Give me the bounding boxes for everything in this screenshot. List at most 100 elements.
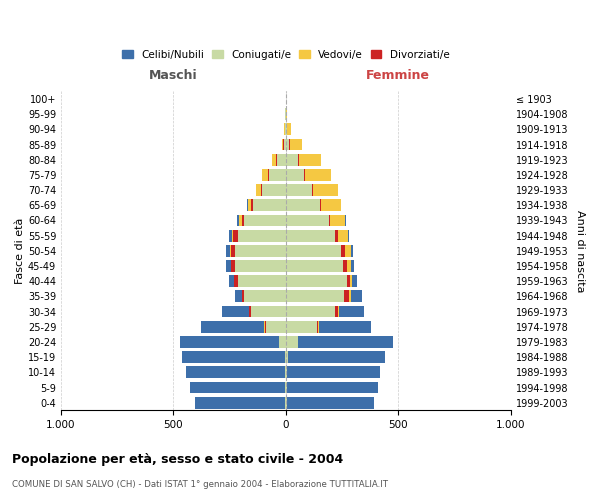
Bar <box>348 230 349 241</box>
Bar <box>277 154 286 166</box>
Bar <box>319 321 371 332</box>
Bar <box>286 382 287 394</box>
Text: Popolazione per età, sesso e stato civile - 2004: Popolazione per età, sesso e stato civil… <box>12 452 343 466</box>
Bar <box>286 230 335 241</box>
Bar <box>226 245 230 257</box>
Bar <box>285 382 286 394</box>
Bar <box>286 154 298 166</box>
Bar <box>287 397 374 408</box>
Bar <box>286 169 304 181</box>
Bar <box>299 154 322 166</box>
Bar <box>186 366 285 378</box>
Bar <box>286 124 287 136</box>
Bar <box>229 230 232 241</box>
Bar <box>286 245 341 257</box>
Bar <box>226 260 231 272</box>
Bar <box>190 382 285 394</box>
Bar <box>201 321 264 332</box>
Bar <box>238 230 286 241</box>
Bar <box>285 351 286 363</box>
Bar <box>231 245 235 257</box>
Bar <box>346 245 351 257</box>
Text: Femmine: Femmine <box>366 70 430 82</box>
Bar <box>338 306 339 318</box>
Bar <box>329 214 331 226</box>
Bar <box>285 366 286 378</box>
Bar <box>235 290 242 302</box>
Bar <box>321 200 341 211</box>
Bar <box>286 276 347 287</box>
Bar <box>276 154 277 166</box>
Bar <box>230 245 231 257</box>
Bar <box>272 154 276 166</box>
Bar <box>269 169 286 181</box>
Bar <box>237 214 239 226</box>
Bar <box>244 214 286 226</box>
Legend: Celibi/Nubili, Coniugati/e, Vedovi/e, Divorziati/e: Celibi/Nubili, Coniugati/e, Vedovi/e, Di… <box>118 46 454 64</box>
Bar <box>282 138 283 150</box>
Bar <box>284 138 286 150</box>
Bar <box>305 169 331 181</box>
Bar <box>233 230 238 241</box>
Bar <box>251 200 253 211</box>
Bar <box>288 351 385 363</box>
Bar <box>256 184 261 196</box>
Bar <box>180 336 279 348</box>
Bar <box>286 108 287 120</box>
Bar <box>195 397 285 408</box>
Bar <box>304 169 305 181</box>
Bar <box>261 184 262 196</box>
Bar <box>244 290 286 302</box>
Bar <box>286 306 335 318</box>
Bar <box>347 260 350 272</box>
Bar <box>347 276 350 287</box>
Bar <box>285 124 286 136</box>
Bar <box>298 336 392 348</box>
Bar <box>344 290 349 302</box>
Bar <box>286 366 287 378</box>
Bar <box>286 184 312 196</box>
Bar <box>266 321 286 332</box>
Bar <box>285 397 286 408</box>
Y-axis label: Fasce di età: Fasce di età <box>15 218 25 284</box>
Bar <box>350 276 352 287</box>
Bar <box>351 245 353 257</box>
Bar <box>286 290 344 302</box>
Bar <box>286 200 320 211</box>
Bar <box>317 321 319 332</box>
Bar <box>234 276 238 287</box>
Text: Maschi: Maschi <box>149 70 198 82</box>
Bar <box>341 245 346 257</box>
Bar <box>350 260 354 272</box>
Bar <box>343 260 347 272</box>
Bar <box>335 230 338 241</box>
Bar <box>182 351 285 363</box>
Bar <box>242 290 244 302</box>
Bar <box>338 230 348 241</box>
Bar <box>249 306 251 318</box>
Bar <box>312 184 313 196</box>
Bar <box>339 306 364 318</box>
Bar <box>253 200 286 211</box>
Bar <box>262 184 286 196</box>
Bar <box>222 306 249 318</box>
Text: COMUNE DI SAN SALVO (CH) - Dati ISTAT 1° gennaio 2004 - Elaborazione TUTTITALIA.: COMUNE DI SAN SALVO (CH) - Dati ISTAT 1°… <box>12 480 388 489</box>
Bar <box>247 200 248 211</box>
Bar <box>290 138 302 150</box>
Bar <box>268 169 269 181</box>
Bar <box>349 290 350 302</box>
Bar <box>287 366 380 378</box>
Bar <box>262 169 268 181</box>
Bar <box>239 214 242 226</box>
Bar <box>320 200 321 211</box>
Bar <box>279 336 286 348</box>
Bar <box>345 214 346 226</box>
Bar <box>313 184 338 196</box>
Bar <box>286 351 288 363</box>
Bar <box>231 260 235 272</box>
Bar <box>232 230 233 241</box>
Bar <box>248 200 251 211</box>
Bar <box>335 306 338 318</box>
Bar <box>286 397 287 408</box>
Bar <box>331 214 345 226</box>
